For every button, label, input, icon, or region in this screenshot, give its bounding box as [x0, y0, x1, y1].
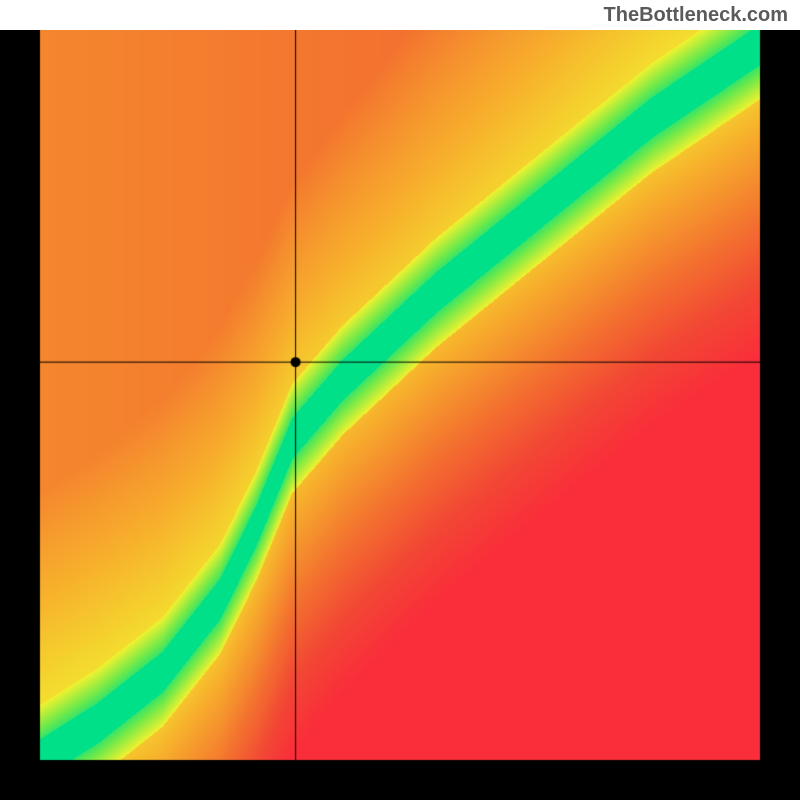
heatmap-canvas	[0, 30, 800, 800]
watermark-text: TheBottleneck.com	[604, 4, 788, 27]
